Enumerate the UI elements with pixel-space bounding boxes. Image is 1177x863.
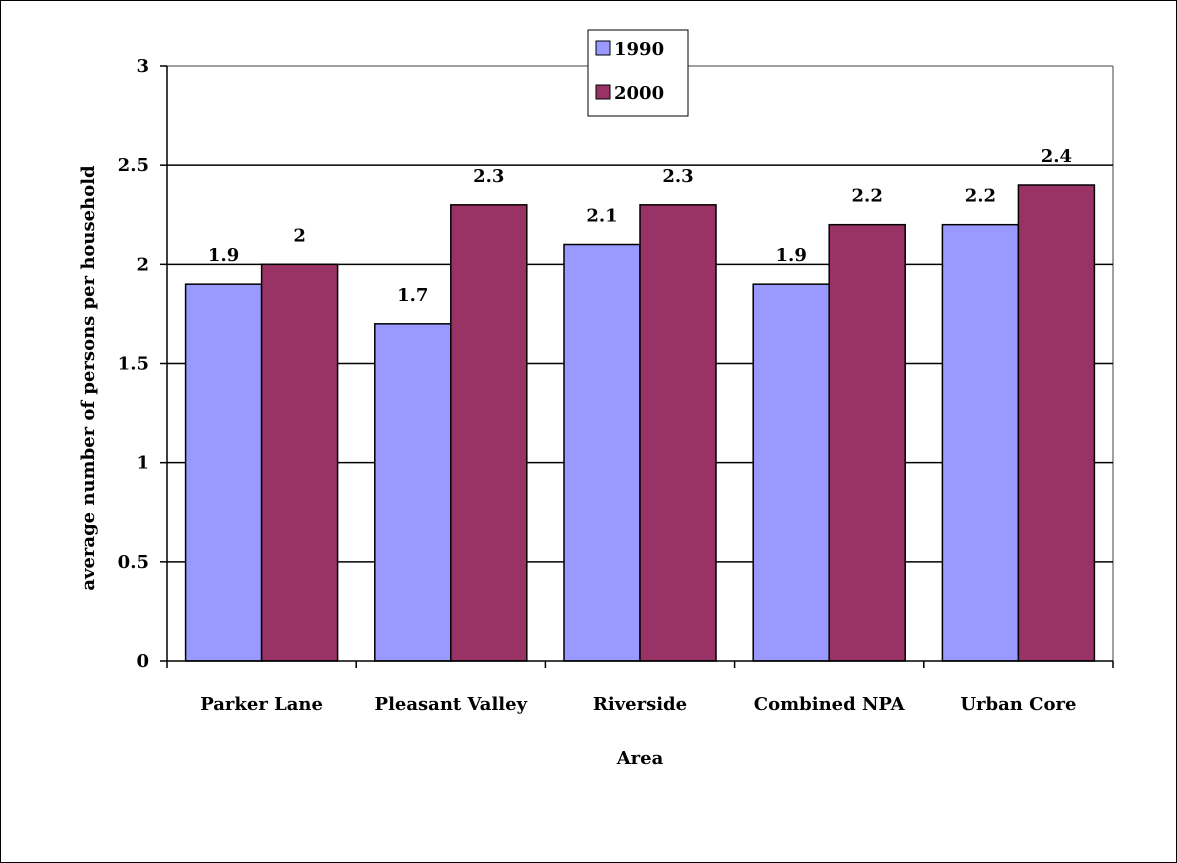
- y-tick-label: 1: [136, 453, 149, 474]
- legend: 1990 2000: [587, 29, 689, 117]
- y-axis-title: average number of persons per household: [78, 165, 99, 591]
- bar-2000-2: [639, 204, 717, 662]
- y-tick-label: 2.5: [118, 155, 149, 176]
- bar-2000-3: [828, 223, 906, 662]
- x-tick-label: Urban Core: [960, 694, 1076, 715]
- data-label: 2.2: [965, 186, 996, 207]
- bar-1990-4: [941, 223, 1020, 662]
- x-tick-label: Parker Lane: [200, 694, 323, 715]
- bar-2000-0: [260, 263, 339, 662]
- data-labels: 1.9 2 1.7 2.3 2.1 2.3 1.9 2.2 2.2 2.4: [208, 146, 1072, 306]
- legend-label-1990: 1990: [614, 39, 664, 60]
- data-label: 1.9: [776, 245, 807, 266]
- data-label: 2.1: [586, 206, 617, 227]
- bar-2000-1: [450, 204, 528, 662]
- bar-1990-2: [563, 243, 641, 662]
- bar-2000-4: [1017, 184, 1096, 662]
- x-tick-label: Pleasant Valley: [375, 694, 528, 715]
- y-tick-label: 3: [136, 56, 149, 77]
- legend-swatch-2000: [595, 84, 611, 100]
- legend-swatch-1990: [595, 40, 611, 56]
- y-tick-label: 2: [136, 254, 149, 275]
- data-label: 2.3: [662, 166, 693, 187]
- bar-1990-0: [184, 283, 263, 662]
- data-label: 2.4: [1041, 146, 1072, 167]
- data-label: 2.3: [473, 166, 504, 187]
- bars: [184, 184, 1096, 662]
- data-label: 2.2: [852, 186, 883, 207]
- x-tick-label: Riverside: [593, 694, 687, 715]
- x-axis-title: Area: [616, 748, 664, 769]
- x-tick-label: Combined NPA: [754, 694, 906, 715]
- data-label: 2: [293, 225, 306, 246]
- y-tick-label: 0: [136, 651, 149, 672]
- bar-1990-1: [374, 323, 452, 662]
- axes: 0 0.5 1 1.5 2 2.5 3 Parker Lane Pleasant Valley R…: [118, 56, 1114, 715]
- y-tick-label: 1.5: [118, 354, 149, 375]
- y-tick-label: 0.5: [118, 552, 149, 573]
- legend-label-2000: 2000: [614, 83, 664, 104]
- data-label: 1.7: [397, 285, 428, 306]
- bar-1990-3: [752, 283, 830, 662]
- data-label: 1.9: [208, 245, 239, 266]
